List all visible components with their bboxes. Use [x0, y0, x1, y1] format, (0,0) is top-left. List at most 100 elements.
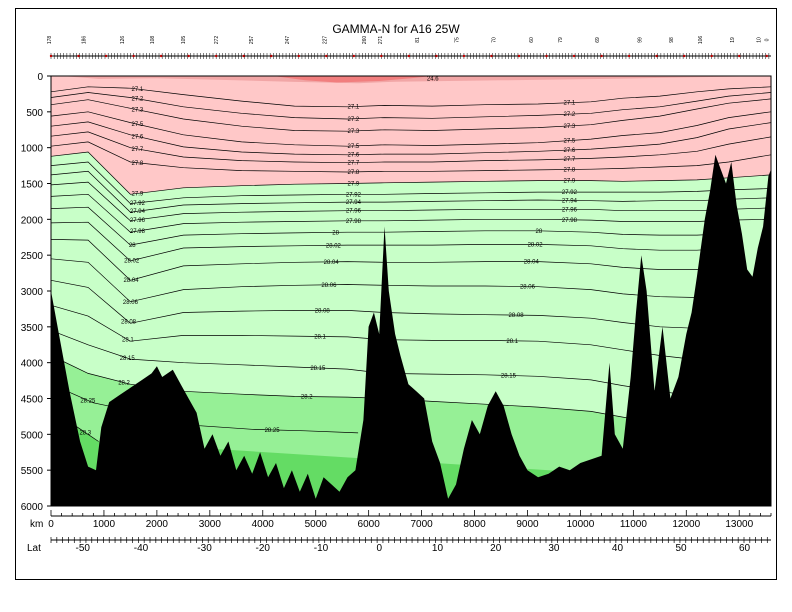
contour-label: 27.9	[564, 179, 576, 185]
station-label: 98	[669, 37, 675, 43]
station-marker	[132, 54, 135, 58]
station-label: 81	[415, 37, 421, 43]
km-tick-label: 7000	[410, 519, 433, 530]
contour-label: 27.3	[348, 129, 360, 135]
station-label: 60	[529, 37, 535, 43]
station-marker	[682, 54, 686, 58]
contour-label: 28.25	[80, 398, 96, 404]
station-marker	[242, 54, 245, 58]
surface-contour-label: 24.6	[427, 76, 439, 82]
station-marker	[517, 54, 521, 58]
contour-label: 28.08	[121, 320, 137, 326]
station-marker	[462, 54, 466, 58]
station-marker	[600, 54, 603, 58]
surface-layer	[61, 76, 772, 84]
station-marker	[572, 54, 576, 58]
contour-label: 27.94	[130, 209, 146, 215]
contour-label: 28.02	[124, 259, 140, 265]
lat-tick-label: -20	[256, 543, 271, 554]
contour-27-98	[50, 193, 772, 233]
station-label: 19	[730, 37, 736, 43]
contour-27-2	[50, 92, 772, 120]
y-tick-label: 0	[37, 72, 43, 83]
contour-label: 27.2	[564, 112, 576, 118]
figure-frame	[15, 8, 777, 580]
contour-label: 27.5	[132, 122, 144, 128]
lat-tick-label: 0	[376, 543, 382, 554]
station-label: 271	[378, 36, 384, 45]
station-marker	[710, 54, 713, 58]
fill-band-27-9	[51, 76, 771, 195]
contour-label: 28.15	[310, 366, 326, 372]
contour-label: 28	[536, 229, 543, 235]
station-marker	[49, 54, 53, 58]
contour-label: 28.15	[501, 373, 517, 379]
contour-label: 27.3	[132, 108, 144, 114]
y-tick-label: 1500	[21, 180, 44, 191]
km-tick-label: 13000	[725, 519, 753, 530]
y-tick-label: 3500	[21, 323, 44, 334]
station-label: 69	[595, 37, 601, 43]
contour-label: 27.9	[132, 191, 144, 197]
contour-27-8	[50, 141, 772, 173]
km-tick-label: 12000	[672, 519, 700, 530]
km-tick-label: 4000	[252, 519, 275, 530]
contour-label: 27.96	[130, 218, 146, 224]
km-tick-label: 1000	[93, 519, 116, 530]
contour-label: 28.2	[118, 381, 130, 387]
y-tick-label: 4500	[21, 395, 44, 406]
station-marker	[325, 54, 328, 58]
contour-label: 27.1	[132, 87, 144, 93]
contour-label: 27.2	[348, 117, 360, 123]
lat-tick-label: -10	[314, 543, 329, 554]
contour-label: 28.04	[124, 278, 140, 284]
contour-label: 28.1	[506, 339, 518, 345]
contour-27-94	[50, 170, 772, 213]
station-label: 106	[698, 36, 704, 45]
lat-tick-label: -40	[134, 543, 149, 554]
lat-tick-label: -50	[76, 543, 91, 554]
contour-label: 27.92	[346, 192, 362, 198]
station-label: 272	[214, 36, 220, 45]
contour-label: 28	[129, 243, 136, 249]
contour-27-9	[50, 151, 772, 195]
station-label: 247	[285, 36, 291, 45]
lat-tick-label: 20	[490, 543, 502, 554]
contour-label: 27.6	[348, 153, 360, 159]
contour-label: 28.15	[120, 356, 136, 362]
station-label: 75	[455, 37, 461, 43]
station-label: 126	[120, 36, 126, 45]
seafloor-bathymetry	[51, 154, 771, 507]
station-marker	[352, 54, 356, 58]
station-marker	[627, 54, 631, 58]
y-tick-label: 4000	[21, 359, 44, 370]
station-marker	[407, 54, 411, 58]
station-label: 10	[756, 37, 762, 43]
contour-27-7	[50, 131, 772, 164]
lat-axis-label: Lat	[27, 543, 41, 554]
y-tick-label: 2500	[21, 251, 44, 262]
y-tick-label: 5000	[21, 430, 44, 441]
contour-27-1	[50, 86, 772, 108]
contour-label: 27.92	[562, 190, 578, 196]
km-tick-label: 2000	[146, 519, 169, 530]
station-marker	[435, 54, 438, 58]
contour-label: 27.98	[130, 229, 146, 235]
contour-label: 27.6	[132, 134, 144, 140]
contour-label: 27.7	[348, 161, 360, 167]
contour-label: 28	[332, 230, 339, 236]
station-marker	[765, 54, 768, 58]
km-tick-label: 9000	[516, 519, 539, 530]
lat-tick-label: 50	[675, 543, 687, 554]
lat-tick-label: 10	[432, 543, 444, 554]
contour-label: 27.92	[130, 201, 146, 207]
station-marker	[187, 54, 190, 58]
contour-label: 27.9	[348, 181, 360, 187]
station-marker	[104, 54, 108, 58]
station-label: 105	[181, 36, 187, 45]
contour-label: 28.02	[528, 242, 544, 248]
contour-label: 28.06	[321, 283, 337, 289]
contour-28-02	[50, 221, 724, 262]
station-label: 0	[764, 38, 770, 41]
